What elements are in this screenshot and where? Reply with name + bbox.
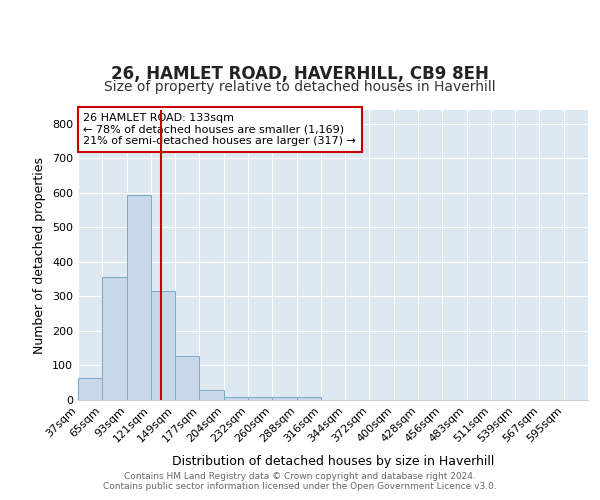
Y-axis label: Number of detached properties: Number of detached properties — [34, 156, 46, 354]
Bar — [102, 278, 127, 400]
Bar — [224, 397, 248, 400]
Bar — [78, 378, 102, 400]
Bar — [272, 397, 296, 400]
Text: Contains HM Land Registry data © Crown copyright and database right 2024.: Contains HM Land Registry data © Crown c… — [124, 472, 476, 481]
X-axis label: Distribution of detached houses by size in Haverhill: Distribution of detached houses by size … — [172, 455, 494, 468]
Text: 26 HAMLET ROAD: 133sqm
← 78% of detached houses are smaller (1,169)
21% of semi-: 26 HAMLET ROAD: 133sqm ← 78% of detached… — [83, 113, 356, 146]
Bar — [127, 194, 151, 400]
Bar — [175, 356, 199, 400]
Bar — [199, 390, 224, 400]
Text: 26, HAMLET ROAD, HAVERHILL, CB9 8EH: 26, HAMLET ROAD, HAVERHILL, CB9 8EH — [111, 64, 489, 82]
Bar — [296, 397, 321, 400]
Bar — [248, 397, 272, 400]
Text: Size of property relative to detached houses in Haverhill: Size of property relative to detached ho… — [104, 80, 496, 94]
Text: Contains public sector information licensed under the Open Government Licence v3: Contains public sector information licen… — [103, 482, 497, 491]
Bar — [151, 291, 175, 400]
